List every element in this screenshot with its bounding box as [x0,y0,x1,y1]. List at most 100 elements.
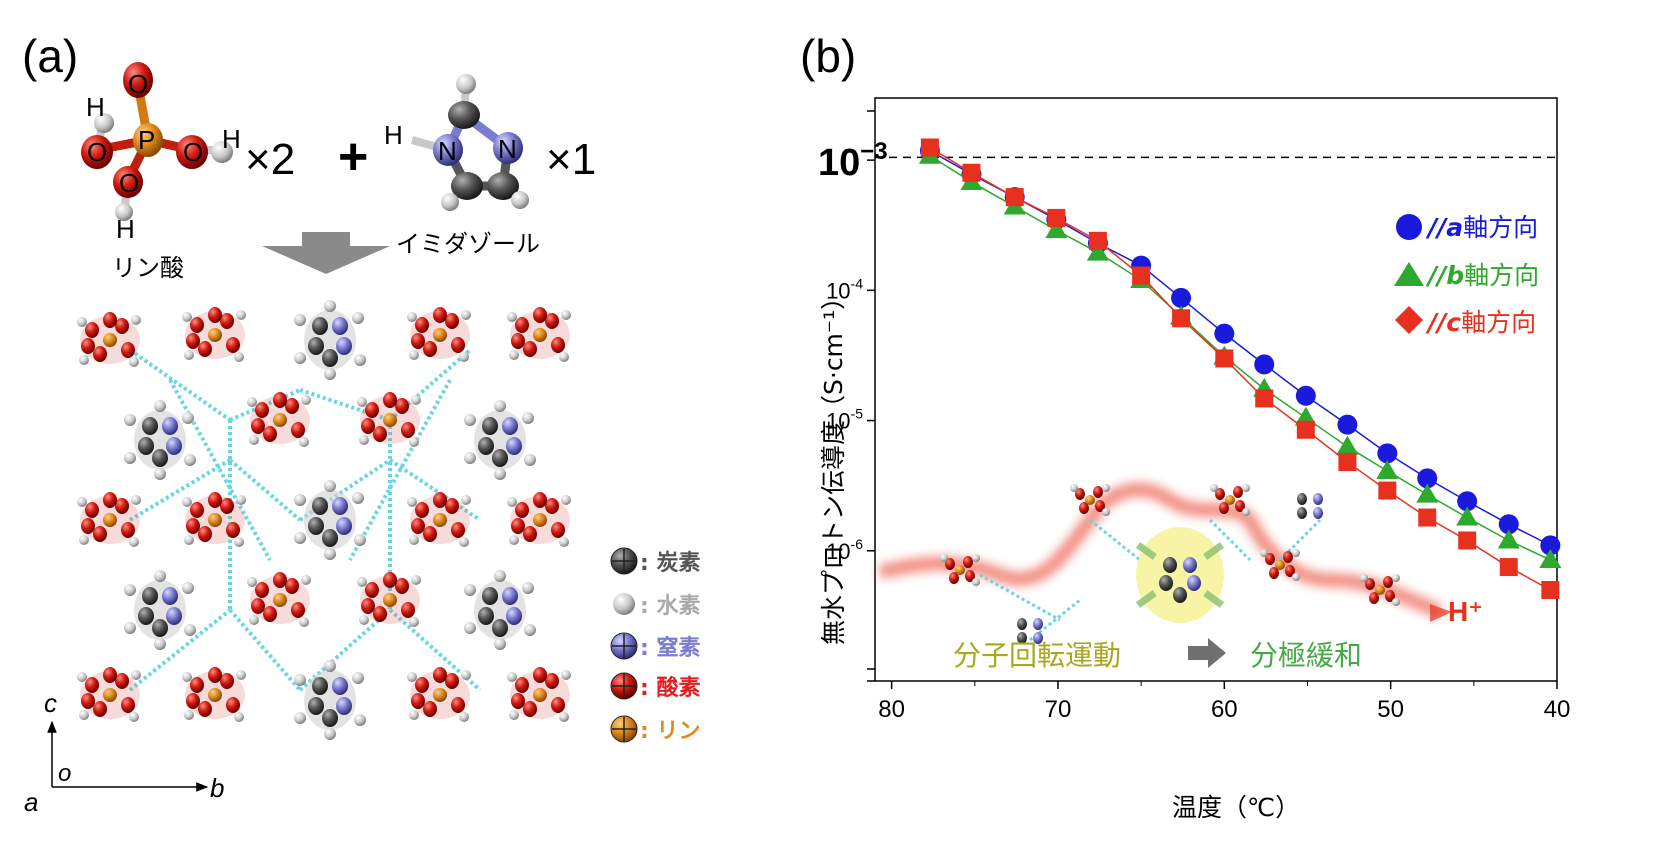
carbon-legend-label: : 炭素 [640,550,700,576]
phosphate-cluster [507,667,571,722]
phosphate-cluster [77,667,141,722]
phosphate-cluster [507,492,571,547]
phosphoric-acid-count: ×2 [245,135,295,184]
data-point-a [1254,354,1275,375]
process-arrow [1188,638,1226,668]
oxygen-legend-label: : 酸素 [640,675,700,701]
data-point-b [1045,219,1068,239]
legend-marker-b [1394,262,1424,286]
proton-annotation: H⁺ [1448,596,1483,627]
legend-prefix-b: // [1425,261,1448,290]
rotation-annotation: 分子回転運動 [953,639,1121,672]
phosphate-cluster [407,667,471,722]
legend-axis-b: b [1446,261,1464,290]
hydrogen-legend-label: : 水素 [640,593,700,619]
atom-label-o: O [87,137,107,167]
phosphate-cluster [77,312,141,367]
data-point-c [1047,208,1066,227]
imidazole-cluster [124,570,196,650]
legend-entry-b: //b軸方向 [1425,261,1539,290]
phosphate-cluster [357,572,421,627]
atom-label-o: O [128,69,148,99]
axis-o-label: o [58,760,71,787]
phosphate-cluster [182,492,246,547]
data-point-b [1456,506,1479,526]
panel-b-label: (b) [800,30,856,82]
data-point-c [1215,349,1234,368]
data-point-c [1296,420,1315,439]
phosphate-cluster [247,392,311,447]
hydrogen-legend-marker [613,593,635,615]
imidazole-cluster [294,480,366,560]
data-point-c [1132,266,1151,285]
data-point-a [1457,491,1478,512]
data-point-c [1499,558,1518,577]
phosphate-cluster [407,307,471,362]
phosphate-cluster [507,307,571,362]
data-point-b [1376,459,1399,479]
reaction-arrow [262,232,390,274]
y-tick-label: 10-6 [826,536,863,564]
legend-axis-a: a [1446,213,1463,242]
imidazole-count: ×1 [546,135,596,184]
data-point-a [1214,323,1235,344]
crystal-structure-image [77,300,571,740]
legend-marker-a [1396,214,1422,240]
atom-label-n: N [498,134,517,164]
data-point-b [1416,483,1439,503]
phosphate-cluster [247,572,311,627]
legend-axis-c: c [1446,308,1461,337]
legend-marker-c [1395,306,1423,334]
panel-a-label: (a) [22,30,78,82]
imidazole-cluster [464,400,536,480]
data-point-a [1337,414,1358,435]
phosphorus-legend-label: : リン [640,719,700,744]
data-point-c [920,138,939,157]
data-point-c [1338,453,1357,472]
data-point-a [1540,535,1561,556]
axis-b-label: b [210,773,224,803]
imidazole-cluster [124,400,196,480]
data-point-b [1497,529,1520,549]
legend-suffix-b: 軸方向 [1464,261,1539,290]
reference-base: 10 [818,142,860,184]
data-point-c [1418,508,1437,527]
data-point-a [1295,385,1316,406]
series-line-b [929,155,1551,561]
imidazole-molecule: N N H [384,74,529,211]
data-point-a [1171,287,1192,308]
atom-label-p: P [138,125,155,155]
data-point-c [1378,481,1397,500]
relaxation-annotation: 分極緩和 [1250,639,1362,672]
x-tick-label: 50 [1377,696,1404,723]
data-point-c [1255,389,1274,408]
chart-legend: //a軸方向 //b軸方向 //c軸方向 [1394,213,1539,337]
data-point-c [962,163,981,182]
axis-c-label: c [44,688,57,718]
y-axis-label: 無水プロトン伝導度（S·cm⁻¹） [819,285,848,645]
atom-label-h: H [222,124,241,154]
atom-label-o: O [183,137,203,167]
phosphate-cluster [77,492,141,547]
data-point-b [1086,241,1109,261]
plot-frame [874,97,1558,682]
phosphate-cluster [182,667,246,722]
inset-structure-image [878,482,1452,644]
data-point-a [1417,468,1438,489]
atom-label-h: H [86,92,105,122]
legend-prefix-c: // [1425,308,1448,337]
x-tick-label: 80 [878,696,905,723]
axis-a-label: a [24,787,38,817]
atom-label-n: N [438,136,457,166]
phosphate-cluster [407,492,471,547]
data-point-c [1458,531,1477,550]
data-point-c [1172,309,1191,328]
imidazole-cluster [294,300,366,380]
phosphate-cluster [182,307,246,362]
y-tick-label: 10-4 [826,275,863,303]
legend-suffix-c: 軸方向 [1461,308,1536,337]
element-legend: : 炭素 : 水素 : 窒素 : 酸素 : リン [610,547,700,744]
legend-suffix-a: 軸方向 [1463,213,1538,242]
imidazole-cluster [294,660,366,740]
legend-prefix-a: // [1425,213,1448,242]
